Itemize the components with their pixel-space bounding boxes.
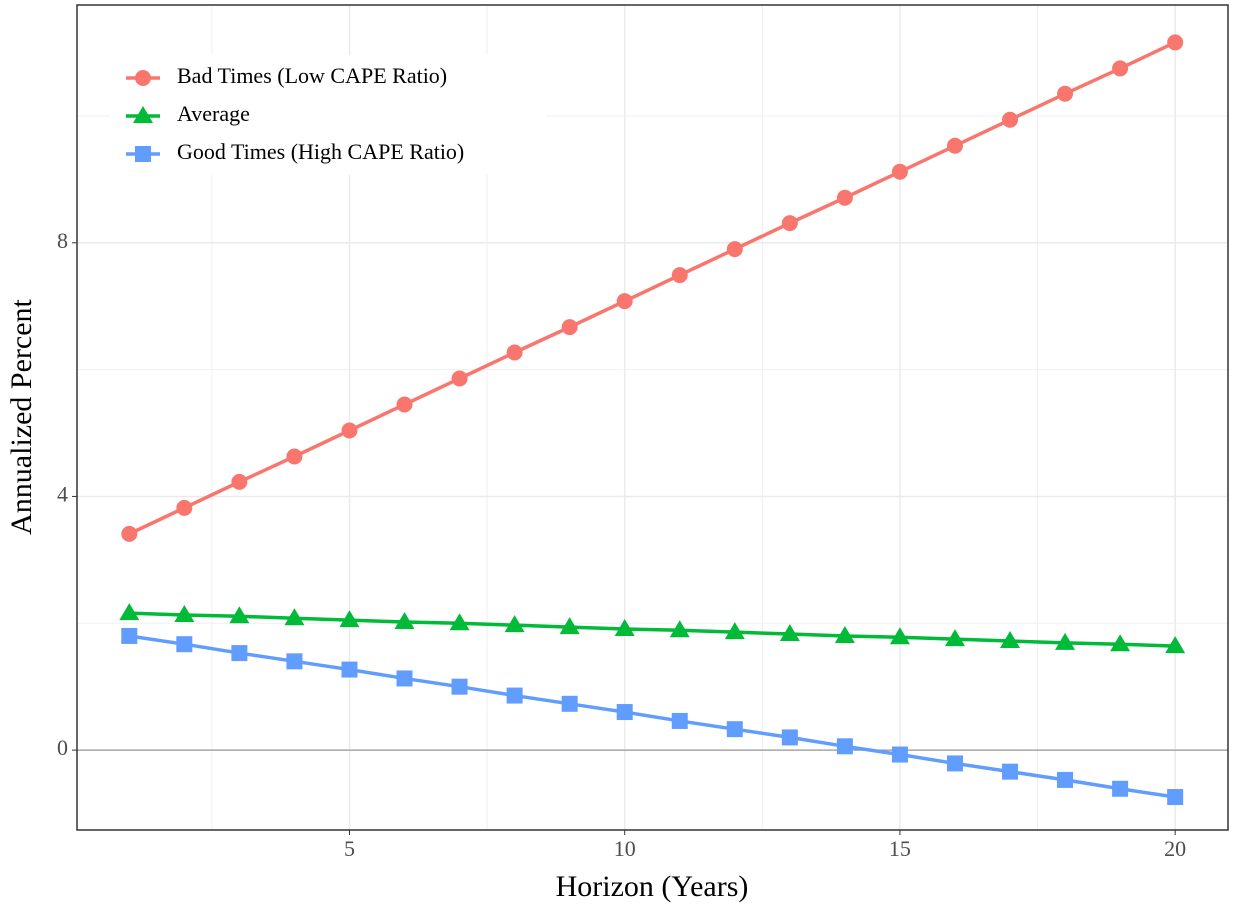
point: [614, 618, 635, 636]
point: [286, 653, 303, 670]
point: [724, 622, 745, 640]
point: [561, 695, 578, 712]
point: [286, 448, 303, 465]
point: [891, 163, 908, 180]
point: [231, 645, 248, 662]
point: [506, 344, 523, 361]
point: [229, 606, 250, 624]
point: [1167, 789, 1184, 806]
point: [779, 624, 800, 642]
series-line: [129, 611, 1176, 648]
point: [176, 636, 193, 653]
x-tick-label: 10: [614, 836, 636, 861]
point: [1167, 34, 1184, 51]
point: [944, 629, 965, 647]
point: [616, 293, 633, 310]
y-tick-label: 4: [57, 481, 68, 506]
legend-label: Average: [177, 101, 250, 126]
point: [174, 605, 195, 623]
point: [396, 670, 413, 687]
point: [1112, 60, 1129, 77]
series-line: [129, 634, 1176, 799]
point: [449, 613, 470, 631]
point: [451, 678, 468, 695]
point: [284, 608, 305, 626]
point: [889, 627, 910, 645]
legend-label: Good Times (High CAPE Ratio): [177, 139, 464, 164]
point: [669, 620, 690, 638]
point: [946, 755, 963, 772]
point: [1110, 634, 1131, 652]
point: [121, 627, 138, 644]
series-line: [128, 40, 1176, 536]
legend-label: Bad Times (Low CAPE Ratio): [177, 63, 447, 88]
point: [834, 625, 855, 643]
point: [451, 370, 468, 387]
x-tick-label: 5: [344, 836, 355, 861]
point: [559, 617, 580, 635]
point: [506, 687, 523, 704]
point: [1055, 632, 1076, 650]
point: [396, 396, 413, 413]
point: [1112, 780, 1129, 797]
point: [121, 525, 138, 542]
legend-marker: [135, 146, 151, 162]
point: [671, 712, 688, 729]
point: [891, 746, 908, 763]
point: [504, 615, 525, 633]
point: [1002, 763, 1019, 780]
point: [561, 319, 578, 336]
point: [394, 612, 415, 630]
legend: Bad Times (Low CAPE Ratio) Average Good Ti…: [110, 55, 546, 175]
point: [176, 499, 193, 516]
point: [1002, 111, 1019, 128]
point: [836, 189, 853, 206]
point: [781, 729, 798, 746]
legend-box: [110, 55, 546, 175]
plot-border: [76, 4, 1229, 831]
point: [231, 473, 248, 490]
point: [726, 721, 743, 738]
y-tick-label: 0: [57, 735, 68, 760]
y-axis-label: Annualized Percent: [5, 298, 38, 534]
y-tick-label: 8: [57, 228, 68, 253]
point: [341, 661, 358, 678]
point: [339, 610, 360, 628]
legend-marker: [135, 70, 151, 86]
x-tick-label: 15: [889, 836, 911, 861]
point: [946, 137, 963, 154]
point: [671, 267, 688, 284]
point: [1165, 636, 1186, 654]
point: [1057, 85, 1074, 102]
legend-marker: [133, 106, 153, 123]
x-axis-label: Horizon (Years): [556, 870, 749, 903]
point: [781, 215, 798, 232]
point: [726, 241, 743, 258]
point: [341, 422, 358, 439]
point: [616, 704, 633, 721]
point: [1000, 631, 1021, 649]
point: [1057, 771, 1074, 788]
point: [119, 603, 140, 621]
x-tick-label: 20: [1164, 836, 1186, 861]
point: [836, 738, 853, 755]
